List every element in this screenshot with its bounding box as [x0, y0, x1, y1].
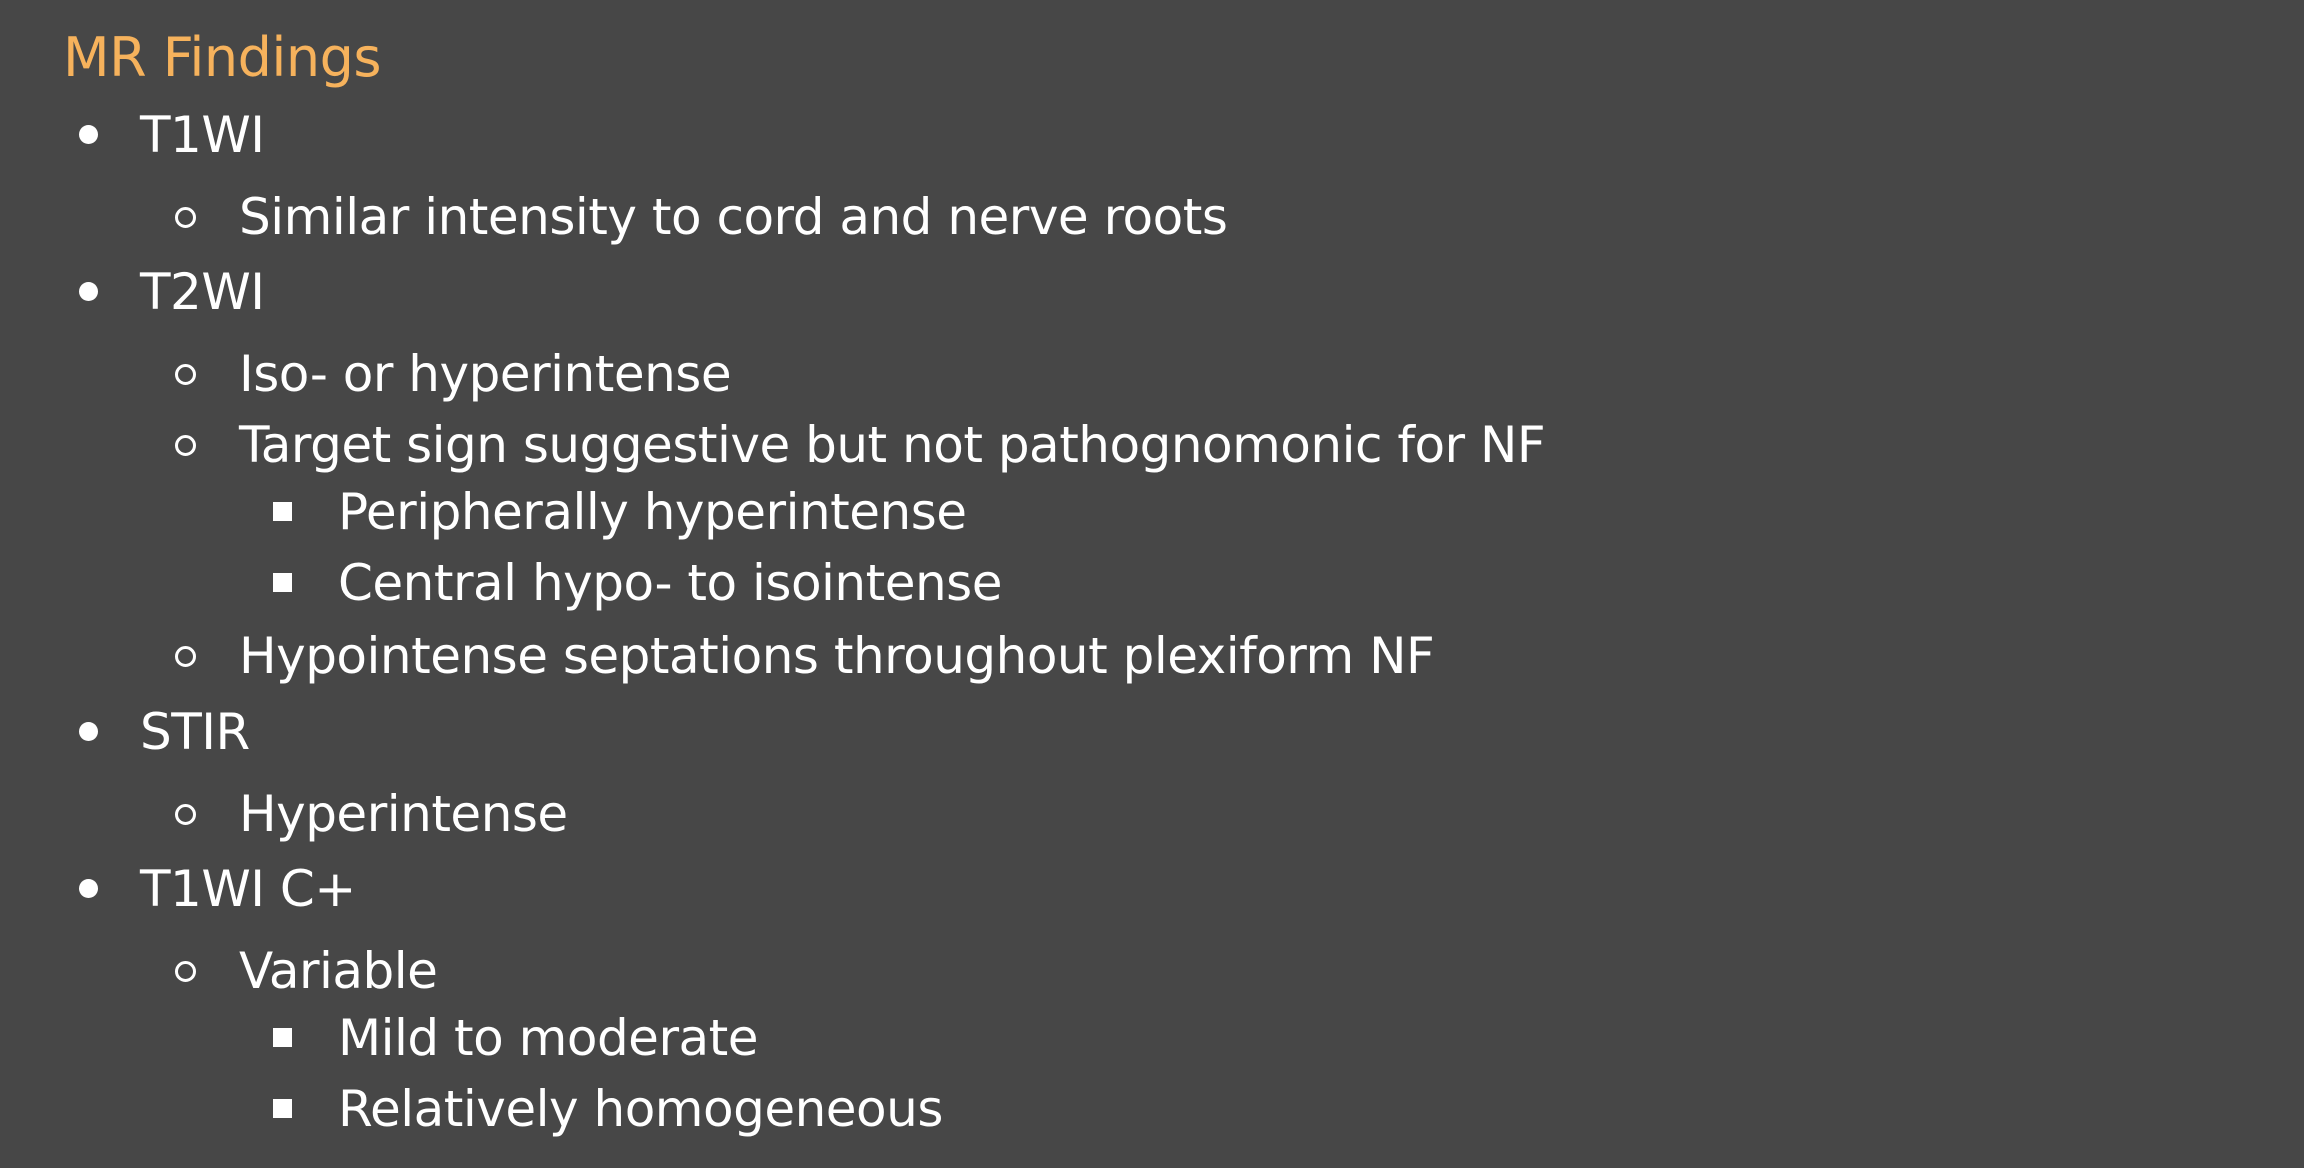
bullet-text: Similar intensity to cord and nerve root… [239, 188, 1228, 246]
bullet-item: T1WI [79, 103, 265, 167]
bullet-text: Mild to moderate [338, 1009, 759, 1067]
bullet-item: Hyperintense [175, 782, 568, 846]
filled-circle-bullet-icon [79, 722, 98, 741]
bullet-item: T1WI C+ [79, 857, 356, 921]
filled-circle-bullet-icon [79, 125, 98, 144]
bullet-item: Relatively homogeneous [273, 1077, 943, 1141]
bullet-text: STIR [140, 703, 250, 761]
filled-circle-bullet-icon [79, 282, 98, 301]
square-bullet-icon [273, 1099, 292, 1118]
bullet-item: Iso- or hyperintense [175, 342, 732, 406]
bullet-item: Mild to moderate [273, 1006, 759, 1070]
square-bullet-icon [273, 573, 292, 592]
bullet-item: Similar intensity to cord and nerve root… [175, 185, 1228, 249]
bullet-text: Peripherally hyperintense [338, 483, 967, 541]
bullet-text: T1WI [140, 106, 265, 164]
hollow-circle-bullet-icon [175, 435, 196, 456]
bullet-text: T1WI C+ [140, 860, 356, 918]
bullet-text: Relatively homogeneous [338, 1080, 943, 1138]
bullet-item: Variable [175, 939, 438, 1003]
hollow-circle-bullet-icon [175, 961, 196, 982]
bullet-item: Target sign suggestive but not pathognom… [175, 413, 1546, 477]
bullet-item: Peripherally hyperintense [273, 480, 967, 544]
bullet-item: Hypointense septations throughout plexif… [175, 624, 1435, 688]
slide-title: MR Findings [63, 26, 382, 89]
square-bullet-icon [273, 1028, 292, 1047]
filled-circle-bullet-icon [79, 879, 98, 898]
bullet-text: Hypointense septations throughout plexif… [239, 627, 1435, 685]
bullet-item: T2WI [79, 260, 265, 324]
bullet-text: Iso- or hyperintense [239, 345, 732, 403]
hollow-circle-bullet-icon [175, 646, 196, 667]
hollow-circle-bullet-icon [175, 364, 196, 385]
bullet-text: Variable [239, 942, 438, 1000]
bullet-text: Central hypo- to isointense [338, 554, 1003, 612]
bullet-item: STIR [79, 700, 250, 764]
bullet-item: Central hypo- to isointense [273, 551, 1003, 615]
hollow-circle-bullet-icon [175, 804, 196, 825]
bullet-text: Hyperintense [239, 785, 568, 843]
hollow-circle-bullet-icon [175, 207, 196, 228]
bullet-text: Target sign suggestive but not pathognom… [239, 416, 1546, 474]
square-bullet-icon [273, 502, 292, 521]
bullet-text: T2WI [140, 263, 265, 321]
